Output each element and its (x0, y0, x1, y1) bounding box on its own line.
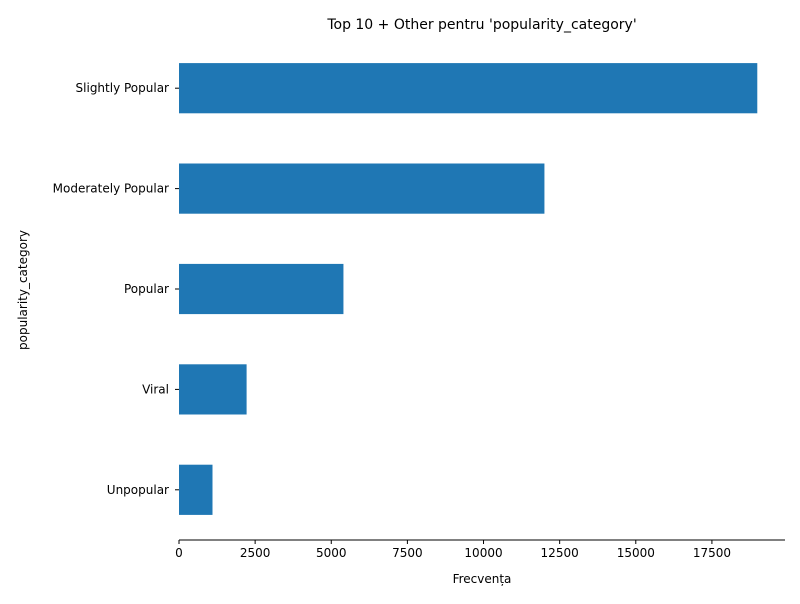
x-ticks-group: 0 2500 5000 7500 10000 12500 15000 17500 (175, 540, 731, 560)
y-tick-label: Slightly Popular (76, 81, 170, 95)
y-tick-label: Moderately Popular (53, 182, 169, 196)
x-tick-label: 5000 (316, 546, 347, 560)
bar-viral (179, 364, 247, 415)
x-tick-label: 7500 (392, 546, 423, 560)
x-tick-label: 17500 (693, 546, 731, 560)
bar-unpopular (179, 464, 213, 515)
bars-group (179, 63, 758, 515)
y-tick-label: Viral (142, 382, 169, 396)
x-tick-label: 10000 (464, 546, 502, 560)
x-tick-label: 0 (175, 546, 183, 560)
y-tick-label: Unpopular (107, 483, 169, 497)
y-axis-label: popularity_category (16, 230, 30, 350)
bar-popular (179, 263, 344, 315)
bar-moderately-popular (179, 163, 545, 214)
y-tick-label: Popular (124, 282, 169, 296)
bar-slightly-popular (179, 63, 758, 114)
y-ticks-group: Slightly Popular Moderately Popular Popula… (53, 81, 179, 497)
x-tick-label: 2500 (240, 546, 271, 560)
chart-title: Top 10 + Other pentru 'popularity_catego… (326, 17, 636, 33)
x-tick-label: 12500 (541, 546, 579, 560)
x-tick-label: 15000 (617, 546, 655, 560)
x-axis-label: Frecvența (453, 572, 512, 586)
